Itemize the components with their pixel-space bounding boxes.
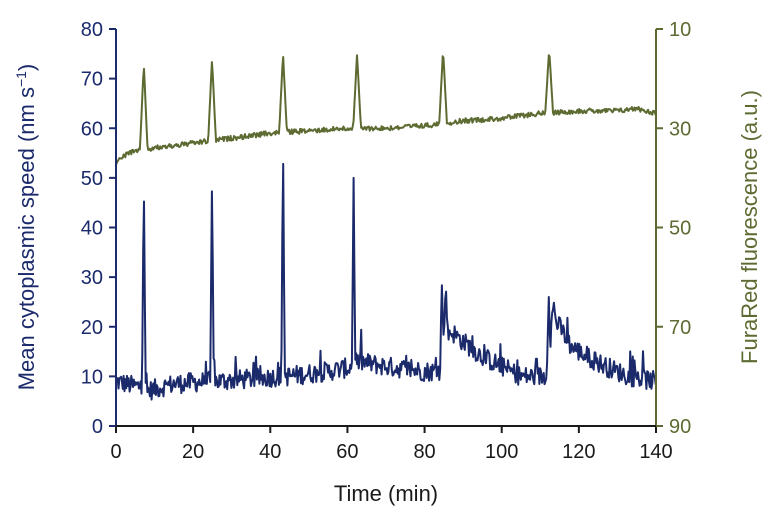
y-right-tick-label: 10 [669,19,691,41]
series-line-fluorescence [115,54,657,166]
y-right-tick-label: 30 [669,118,691,140]
y-left-title-sup: −1 [13,71,29,87]
y-left-tick-label: 0 [92,416,103,438]
y-left-title-main: Mean cytoplasmic speed (nm s [14,87,39,390]
y-left-tick-label: 70 [81,69,103,91]
y-axis-right-title: FuraRed fluorescence (a.u.) [737,90,762,364]
x-tick-label: 0 [110,441,121,463]
x-axis-title: Time (min) [334,481,438,506]
x-tick-label: 80 [413,441,435,463]
y-left-tick-label: 80 [81,19,103,41]
plot-series [115,54,657,401]
y-left-tick-label: 10 [81,366,103,388]
y-right-tick-label: 90 [669,416,691,438]
y-left-tick-label: 30 [81,267,103,289]
x-tick-label: 140 [639,441,672,463]
ticks: 0 20 40 60 80 100 120 140 0 10 20 30 40 50 60 70 80 10 30 5… [81,19,692,463]
y-left-tick-label: 50 [81,168,103,190]
x-tick-label: 100 [485,441,518,463]
x-tick-label: 20 [182,441,204,463]
y-axis-left-title: Mean cytoplasmic speed (nm s−1) [13,64,39,391]
y-left-tick-label: 20 [81,317,103,339]
y-left-title-end: ) [14,64,39,71]
y-left-tick-label: 40 [81,218,103,240]
series-line-speed [115,162,657,401]
x-tick-label: 120 [562,441,595,463]
y-left-tick-label: 60 [81,118,103,140]
y-right-tick-label: 50 [669,218,691,240]
x-tick-label: 40 [259,441,281,463]
y-right-tick-label: 70 [669,317,691,339]
axes [115,29,657,427]
x-tick-label: 60 [336,441,358,463]
